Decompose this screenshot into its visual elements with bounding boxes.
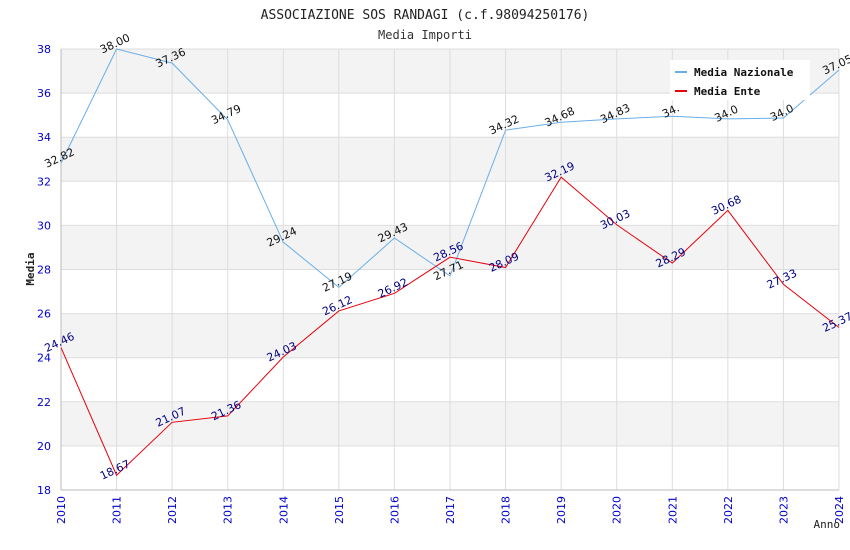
y-tick-label: 20 bbox=[37, 440, 51, 453]
y-tick-label: 26 bbox=[37, 308, 51, 321]
chart-title: ASSOCIAZIONE SOS RANDAGI (c.f.9809425017… bbox=[261, 8, 590, 23]
x-tick-label: 2014 bbox=[277, 496, 290, 524]
x-tick-label: 2023 bbox=[777, 496, 790, 524]
y-tick-labels: 18 20 22 24 26 28 30 32 34 36 38 bbox=[37, 43, 51, 497]
x-tick-label: 2011 bbox=[111, 496, 124, 524]
x-tick-label: 2015 bbox=[333, 496, 346, 524]
y-axis-label: Media bbox=[24, 252, 37, 285]
x-tick-label: 2019 bbox=[555, 496, 568, 524]
legend-entry: Media Ente bbox=[694, 85, 761, 98]
x-axis-label: Anno bbox=[814, 518, 841, 531]
x-tick-label: 2012 bbox=[166, 496, 179, 524]
x-tick-label: 2024 bbox=[833, 496, 846, 524]
x-tick-label: 2020 bbox=[611, 496, 624, 524]
legend-box bbox=[670, 60, 810, 100]
y-tick-label: 18 bbox=[37, 484, 51, 497]
x-tick-label: 2018 bbox=[500, 496, 513, 524]
y-tick-label: 34 bbox=[37, 131, 51, 144]
series-line-media-nazionale bbox=[60, 48, 840, 289]
x-tick-label: 2022 bbox=[722, 496, 735, 524]
series-lines bbox=[60, 48, 840, 477]
y-tick-label: 32 bbox=[37, 175, 51, 188]
chart-subtitle: Media Importi bbox=[378, 28, 472, 42]
x-tick-label: 2017 bbox=[444, 496, 457, 524]
x-tick-label: 2021 bbox=[666, 496, 679, 524]
y-tick-label: 30 bbox=[37, 219, 51, 232]
legend: Media Nazionale Media Ente bbox=[670, 60, 810, 100]
legend-entry: Media Nazionale bbox=[694, 66, 794, 79]
y-tick-label: 22 bbox=[37, 396, 51, 409]
x-tick-labels: 2010 2011 2012 2013 2014 2015 2016 2017 2018 2019… bbox=[55, 496, 846, 524]
y-tick-label: 38 bbox=[37, 43, 51, 56]
series-line-media-ente bbox=[60, 176, 840, 477]
axes bbox=[60, 49, 839, 491]
x-tick-label: 2013 bbox=[222, 496, 235, 524]
x-tick-label: 2016 bbox=[388, 496, 401, 524]
y-tick-label: 24 bbox=[37, 352, 51, 365]
x-tick-label: 2010 bbox=[55, 496, 68, 524]
y-tick-label: 36 bbox=[37, 87, 51, 100]
y-tick-label: 28 bbox=[37, 264, 51, 277]
